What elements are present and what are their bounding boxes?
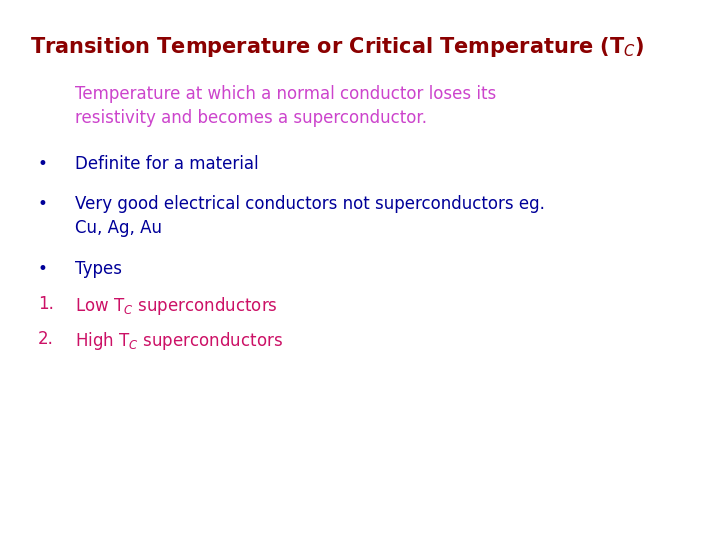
Text: 1.: 1. (38, 295, 54, 313)
Text: Low T$_C$ superconductors: Low T$_C$ superconductors (75, 295, 278, 317)
Text: •: • (38, 155, 48, 173)
Text: Transition Temperature or Critical Temperature (T$_C$): Transition Temperature or Critical Tempe… (30, 35, 644, 59)
Text: Very good electrical conductors not superconductors eg.
Cu, Ag, Au: Very good electrical conductors not supe… (75, 195, 545, 237)
Text: •: • (38, 260, 48, 278)
Text: Temperature at which a normal conductor loses its
resistivity and becomes a supe: Temperature at which a normal conductor … (75, 85, 496, 126)
Text: 2.: 2. (38, 330, 54, 348)
Text: High T$_C$ superconductors: High T$_C$ superconductors (75, 330, 283, 352)
Text: Definite for a material: Definite for a material (75, 155, 258, 173)
Text: Types: Types (75, 260, 122, 278)
Text: •: • (38, 195, 48, 213)
